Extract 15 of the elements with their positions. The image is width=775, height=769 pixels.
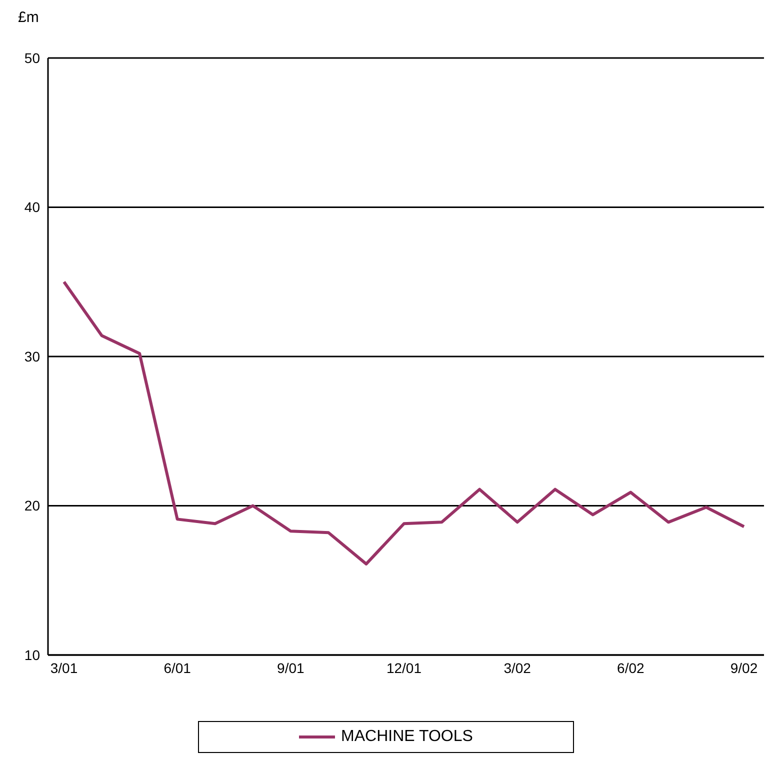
x-tick-label: 9/02	[730, 660, 758, 676]
y-tick-label: 10	[24, 646, 40, 663]
y-tick-label: 30	[24, 348, 40, 364]
y-tick-label: 50	[24, 50, 40, 66]
x-tick-label: 9/01	[277, 660, 305, 676]
x-tick-label: 12/01	[386, 660, 422, 676]
x-tick-label: 6/01	[164, 660, 192, 676]
legend-label: MACHINE TOOLS	[341, 728, 473, 746]
line-series	[62, 280, 746, 566]
y-tick-label: 20	[24, 498, 40, 514]
x-tick-label: 3/02	[504, 660, 532, 676]
y-tick-label: 40	[24, 199, 40, 216]
x-tick-label: 3/01	[50, 660, 78, 676]
x-tick-label: 6/02	[617, 660, 645, 676]
y-axis-title: £m	[17, 8, 40, 28]
